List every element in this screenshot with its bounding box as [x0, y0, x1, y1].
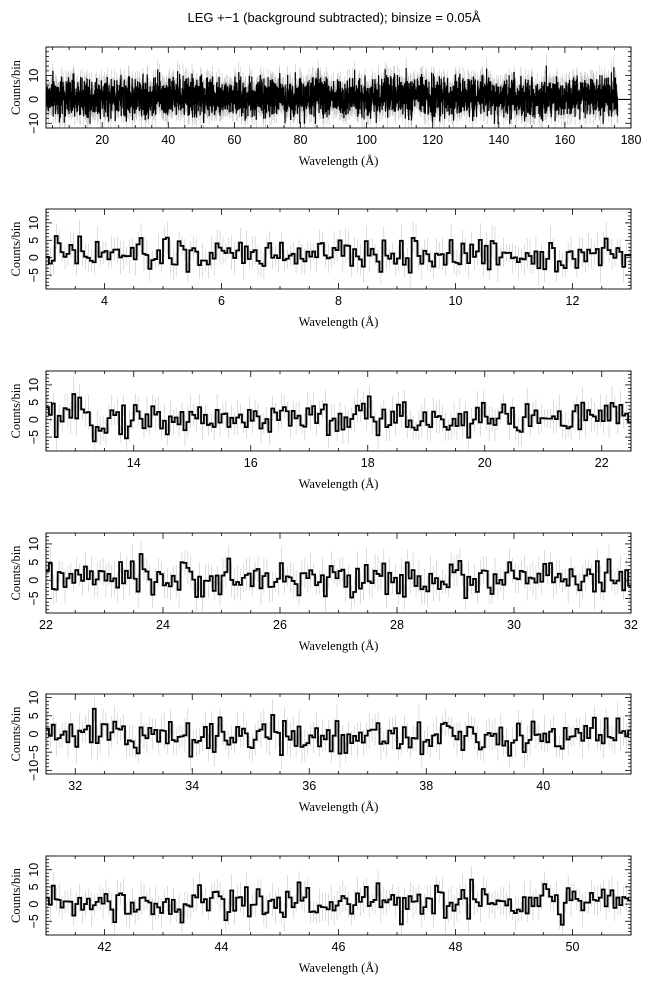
y-axis-label: Counts/bin	[9, 383, 23, 439]
x-tick-label: 40	[536, 779, 550, 793]
y-tick-label: 5	[27, 712, 41, 719]
x-axis-label: Wavelength (Å)	[299, 154, 379, 168]
spectrum-line	[46, 553, 631, 600]
x-tick-label: 40	[161, 133, 175, 147]
x-tick-label: 60	[227, 133, 241, 147]
y-tick-label: 10	[27, 691, 41, 705]
y-tick-label: 0	[27, 254, 41, 261]
y-tick-label: −5	[27, 745, 41, 759]
panel-3: 14 16 18 20 22 −5 0 5 10 Wavelength (Å) Counts/bin	[9, 370, 632, 491]
x-tick-label: 12	[566, 294, 580, 308]
x-tick-label: 20	[95, 133, 109, 147]
x-tick-label: 50	[566, 940, 580, 954]
x-tick-label: 10	[449, 294, 463, 308]
y-tick-label: −5	[27, 268, 41, 282]
spectrum-line	[46, 235, 631, 274]
y-tick-label: 0	[27, 730, 41, 737]
x-tick-label: 22	[595, 456, 609, 470]
x-tick-label: 4	[101, 294, 108, 308]
y-tick-label: 10	[27, 216, 41, 230]
x-tick-label: 42	[98, 940, 112, 954]
x-tick-label: 6	[218, 294, 225, 308]
error-bars	[47, 220, 630, 288]
plot-frame	[45, 46, 632, 129]
panel-2: 4 6 8 10 12 −5 0 5 10 Wavelength (Å) Counts/bin	[9, 208, 632, 329]
x-tick-label: 46	[332, 940, 346, 954]
y-tick-label: 5	[27, 399, 41, 406]
spectrum-line	[46, 878, 631, 926]
x-tick-label: 160	[554, 133, 575, 147]
x-tick-label: 34	[185, 779, 199, 793]
x-tick-label: 26	[273, 618, 287, 632]
x-tick-label: 140	[488, 133, 509, 147]
x-axis-label: Wavelength (Å)	[299, 477, 379, 491]
x-axis-label: Wavelength (Å)	[299, 800, 379, 814]
x-tick-label: 44	[215, 940, 229, 954]
x-tick-label: 48	[449, 940, 463, 954]
x-tick-label: 22	[39, 618, 53, 632]
x-tick-label: 20	[478, 456, 492, 470]
y-axis-label: Counts/bin	[9, 545, 23, 601]
y-tick-label: 10	[27, 378, 41, 392]
x-tick-label: 38	[419, 779, 433, 793]
y-tick-label: −5	[27, 591, 41, 605]
x-axis-label: Wavelength (Å)	[299, 315, 379, 329]
figure-title: LEG +−1 (background subtracted); binsize…	[187, 10, 480, 25]
x-tick-label: 32	[624, 618, 638, 632]
y-tick-label: −10	[27, 760, 41, 781]
y-tick-label: 5	[27, 559, 41, 566]
x-tick-label: 180	[621, 133, 642, 147]
x-tick-label: 28	[390, 618, 404, 632]
y-axis-label: Counts/bin	[9, 59, 23, 115]
y-axis-label: Counts/bin	[9, 706, 23, 762]
x-axis-label: Wavelength (Å)	[299, 639, 379, 653]
panel-1: 20 40 60 80 100 120 140 160 180 −10 0 10 Wavelength …	[9, 46, 642, 168]
x-tick-label: 8	[335, 294, 342, 308]
panel-5: 32 34 36 38 40 −10−5 0 5 10 Wavelength (Å) Counts/…	[9, 691, 632, 814]
y-tick-label: 0	[27, 577, 41, 584]
y-tick-label: 10	[27, 69, 41, 83]
y-tick-label: 5	[27, 883, 41, 890]
x-tick-label: 30	[507, 618, 521, 632]
y-tick-label: −5	[27, 914, 41, 928]
spectrum-line	[46, 393, 631, 443]
x-tick-label: 14	[127, 456, 141, 470]
y-axis-label: Counts/bin	[9, 221, 23, 277]
x-axis-label: Wavelength (Å)	[299, 961, 379, 975]
x-tick-label: 100	[356, 133, 377, 147]
x-tick-label: 18	[361, 456, 375, 470]
y-tick-label: 10	[27, 863, 41, 877]
x-tick-label: 120	[422, 133, 443, 147]
y-tick-label: 0	[27, 901, 41, 908]
x-tick-label: 36	[302, 779, 316, 793]
y-tick-label: −5	[27, 430, 41, 444]
panel-4: 22 24 26 28 30 32 −5 0 5 10 Wavelength (Å) Counts/b…	[9, 532, 638, 653]
y-tick-label: −10	[27, 113, 41, 134]
x-tick-label: 24	[156, 618, 170, 632]
panel-6: 42 44 46 48 50 −5 0 5 10 Wavelength (Å) Counts/bin	[9, 855, 632, 975]
y-tick-label: 0	[27, 416, 41, 423]
y-tick-label: 0	[27, 96, 41, 103]
spectrum-line	[46, 707, 631, 758]
y-tick-label: 5	[27, 237, 41, 244]
y-tick-label: 10	[27, 537, 41, 551]
y-axis-label: Counts/bin	[9, 867, 23, 923]
x-tick-label: 80	[294, 133, 308, 147]
x-tick-label: 16	[244, 456, 258, 470]
x-tick-label: 32	[68, 779, 82, 793]
